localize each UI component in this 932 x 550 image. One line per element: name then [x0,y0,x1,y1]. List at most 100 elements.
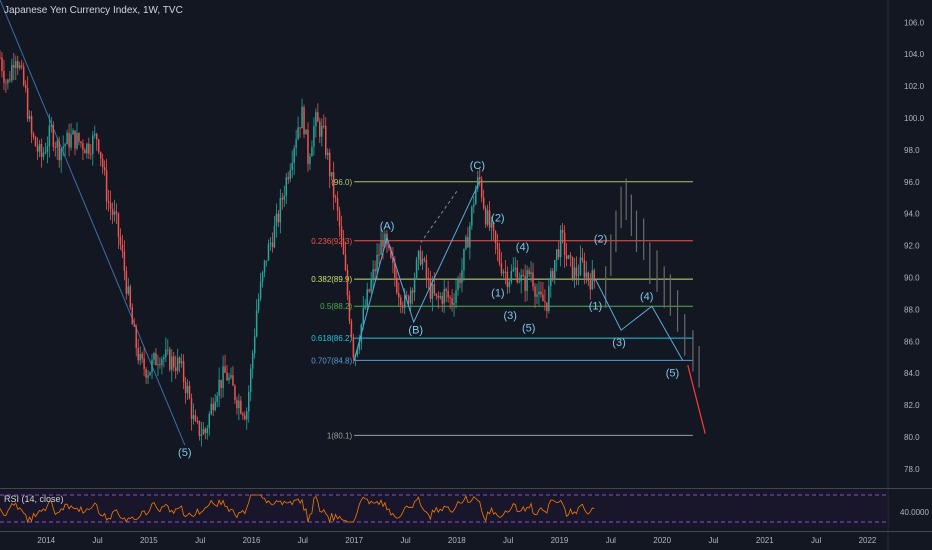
candle-body [147,375,149,378]
projection-path [594,278,684,361]
candle-body [228,377,230,381]
candle-body [443,289,445,304]
x-tick-label: Jul [708,536,718,545]
chart-title: Japanese Yen Currency Index, 1W, TVC [4,5,183,16]
candle-body [172,356,175,368]
candle-body [238,400,240,409]
candle-body [20,65,23,67]
candle-body [72,130,74,135]
candle-body [119,236,122,245]
candle-body [326,152,329,156]
candle-body [593,270,595,281]
candle-body [107,201,110,203]
candle-body [575,267,578,276]
candle-body [90,153,92,155]
candle-body [512,269,515,271]
candle-body [48,125,51,147]
y-tick-label: 104.0 [904,50,925,59]
candle-body [149,371,151,376]
candle-body [398,292,400,298]
candle-body [40,144,43,157]
candles-group [0,50,595,447]
candle-body [30,116,33,134]
candle-body [125,271,128,294]
candle-body [127,286,130,294]
x-tick-label: 2019 [551,536,569,545]
x-tick-label: 2014 [37,536,55,545]
candle-body [569,255,572,257]
candle-body [139,353,141,361]
candle-body [552,270,554,280]
candle-body [480,179,483,198]
candle-body [477,177,479,189]
candle-body [403,295,406,308]
candle-body [42,152,45,157]
candle-body [579,257,582,275]
candle-body [34,136,37,147]
wave-label: (5) [178,447,191,459]
candle-body [184,381,187,394]
x-tick-label: 2020 [653,536,671,545]
fib-level-label: 0.5(88.2) [320,302,352,311]
abc-wave-path [353,181,480,361]
fib-level-label: 0.618(86.2) [311,334,352,343]
wave-label: (A) [380,221,395,233]
candle-body [248,391,250,412]
candle-body [192,415,195,419]
candle-body [242,413,244,416]
rsi-line [0,494,595,524]
candle-body [62,146,64,149]
candle-body [530,272,532,275]
candle-body [425,259,428,278]
candle-body [153,353,155,360]
candle-body [111,208,114,215]
candle-body [178,357,181,364]
candle-body [439,296,441,298]
candle-body [396,277,398,293]
candle-body [546,302,548,311]
candle-body [253,336,256,354]
candle-body [488,210,491,228]
candle-body [405,295,408,297]
candle-body [506,271,509,287]
candle-body [317,112,319,122]
fib-level-label: 1(80.1) [327,431,353,440]
candle-body [267,243,270,261]
candle-body [484,208,487,225]
candle-body [390,248,392,258]
candle-body [555,249,558,261]
candle-body [246,411,248,420]
candle-body [368,289,370,292]
candle-body [5,82,7,84]
candle-body [44,152,47,154]
candle-body [216,395,218,402]
candle-body [445,289,447,292]
x-tick-label: 2017 [345,536,363,545]
candle-body [135,326,137,349]
candle-body [401,305,404,308]
candle-body [319,121,321,137]
candle-body [279,197,282,223]
candle-body [220,379,222,388]
y-tick-label: 98.0 [904,146,920,155]
y-tick-label: 88.0 [904,305,920,314]
candle-body [559,229,562,258]
candle-body [277,213,280,223]
candle-body [115,211,118,214]
wave-label: (2) [594,233,607,245]
candle-body [103,167,106,171]
candle-body [453,303,455,305]
candle-body [350,320,353,338]
candle-body [137,348,139,361]
candle-body [145,369,147,378]
candle-body [9,79,11,81]
candle-body [283,195,286,200]
candle-body [471,206,473,226]
candle-body [129,286,132,308]
candle-body [176,357,179,371]
wave-label: (4) [516,241,529,253]
candle-body [295,139,297,149]
rsi-value-label: 40.0000 [900,508,929,517]
candle-body [257,298,260,311]
